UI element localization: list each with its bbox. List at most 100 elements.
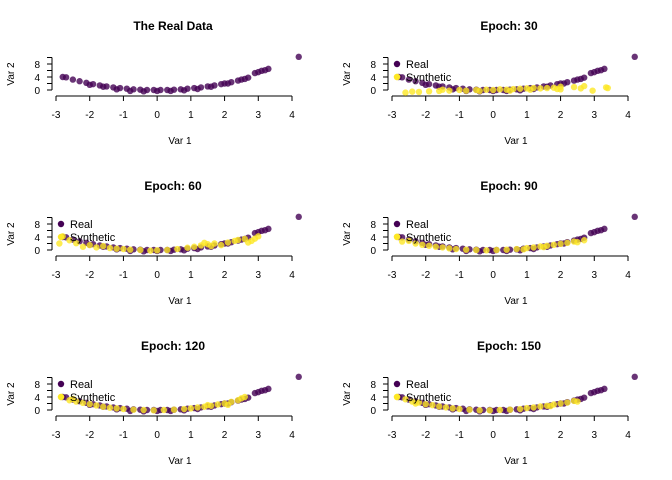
y-axis-label: Var 2 bbox=[6, 62, 17, 86]
synthetic-point bbox=[402, 89, 409, 96]
synthetic-point bbox=[462, 87, 470, 94]
panel: Epoch: 150 -3 -2 -1 0 1 2 3 4 Var 1 0 4 8 Var 2 RealSy… bbox=[342, 339, 638, 467]
panel-title: Epoch: 60 bbox=[144, 179, 202, 193]
synthetic-point bbox=[106, 404, 114, 411]
x-tick-label: -3 bbox=[52, 270, 61, 281]
real-point bbox=[580, 74, 588, 81]
real-point bbox=[601, 225, 608, 233]
legend-marker-real bbox=[393, 220, 401, 228]
y-tick-label: 0 bbox=[370, 246, 376, 257]
real-point bbox=[631, 53, 638, 61]
synthetic-point bbox=[547, 402, 554, 410]
synthetic-point bbox=[224, 239, 232, 246]
synthetic-point bbox=[570, 83, 578, 91]
synthetic-point bbox=[100, 403, 107, 410]
real-point bbox=[265, 65, 272, 73]
synthetic-point bbox=[516, 85, 524, 92]
synthetic-point bbox=[150, 407, 157, 414]
panel-title: Epoch: 150 bbox=[477, 339, 541, 353]
real-point bbox=[86, 81, 93, 89]
legend-label-real: Real bbox=[406, 379, 429, 391]
synthetic-point bbox=[130, 406, 137, 413]
legend-marker-synthetic bbox=[57, 233, 65, 241]
x-tick-label: -2 bbox=[85, 270, 94, 281]
x-tick-label: -3 bbox=[52, 430, 61, 441]
synthetic-point bbox=[409, 88, 416, 95]
synthetic-point bbox=[506, 87, 514, 94]
x-tick-label: -2 bbox=[421, 430, 430, 441]
y-tick-label: 8 bbox=[370, 380, 376, 391]
panel-title: Epoch: 120 bbox=[141, 339, 205, 353]
real-point bbox=[412, 78, 419, 85]
x-tick-label: 4 bbox=[625, 270, 631, 281]
synthetic-point bbox=[557, 400, 564, 407]
real-point bbox=[76, 78, 83, 85]
synthetic-point bbox=[100, 242, 107, 250]
real-point bbox=[62, 74, 70, 81]
x-tick-label: -2 bbox=[421, 110, 430, 121]
x-axis-label: Var 1 bbox=[168, 296, 192, 307]
x-tick-label: 3 bbox=[592, 270, 598, 281]
synthetic-point bbox=[604, 84, 611, 92]
synthetic-point bbox=[126, 246, 134, 253]
x-tick-label: 1 bbox=[188, 110, 194, 121]
synthetic-point bbox=[113, 245, 120, 252]
synthetic-point bbox=[564, 239, 571, 247]
legend-label-real: Real bbox=[406, 59, 429, 71]
synthetic-point bbox=[530, 244, 537, 251]
synthetic-point bbox=[476, 407, 483, 414]
legend-marker-synthetic bbox=[393, 233, 401, 241]
y-tick-label: 8 bbox=[370, 60, 376, 71]
synthetic-point bbox=[446, 87, 453, 94]
synthetic-point bbox=[543, 84, 551, 92]
legend-label-synthetic: Synthetic bbox=[406, 72, 452, 84]
synthetic-point bbox=[194, 404, 201, 411]
real-point bbox=[113, 86, 120, 93]
synthetic-point bbox=[530, 404, 537, 411]
legend-marker-real bbox=[57, 380, 65, 388]
legend-label-real: Real bbox=[406, 219, 429, 231]
real-point bbox=[295, 53, 302, 61]
x-tick-label: -2 bbox=[421, 270, 430, 281]
synthetic-point bbox=[204, 401, 211, 409]
synthetic-point bbox=[483, 86, 490, 93]
synthetic-point bbox=[503, 246, 510, 253]
synthetic-point bbox=[398, 238, 406, 245]
panel: Epoch: 90 -3 -2 -1 0 1 2 3 4 Var 1 0 4 8 Var 2 RealSyn… bbox=[342, 179, 638, 307]
synthetic-point bbox=[540, 243, 547, 251]
legend-marker-real bbox=[57, 220, 65, 228]
panel: Epoch: 120 -3 -2 -1 0 1 2 3 4 Var 1 0 4 8 Var 2 RealSy… bbox=[6, 339, 302, 467]
x-axis-label: Var 1 bbox=[168, 456, 192, 467]
synthetic-point bbox=[120, 245, 127, 253]
real-point bbox=[265, 385, 272, 393]
synthetic-point bbox=[184, 244, 191, 251]
y-tick-label: 4 bbox=[370, 393, 376, 404]
synthetic-point bbox=[86, 400, 93, 408]
synthetic-point bbox=[106, 244, 114, 252]
synthetic-point bbox=[537, 85, 544, 92]
synthetic-point bbox=[554, 85, 561, 93]
synthetic-point bbox=[574, 398, 581, 405]
synthetic-point bbox=[402, 396, 409, 403]
synthetic-point bbox=[516, 405, 524, 413]
x-tick-label: 2 bbox=[558, 110, 564, 121]
synthetic-point bbox=[550, 241, 558, 248]
synthetic-point bbox=[147, 247, 154, 254]
synthetic-point bbox=[255, 233, 262, 240]
y-tick-label: 0 bbox=[370, 406, 376, 417]
synthetic-point bbox=[415, 88, 423, 96]
synthetic-point bbox=[589, 87, 596, 94]
real-point bbox=[405, 76, 413, 83]
x-tick-label: 3 bbox=[256, 110, 262, 121]
synthetic-point bbox=[120, 405, 127, 413]
x-tick-label: -3 bbox=[388, 110, 397, 121]
synthetic-point bbox=[160, 406, 168, 414]
x-tick-label: 3 bbox=[592, 430, 598, 441]
synthetic-point bbox=[506, 406, 514, 413]
y-tick-label: 0 bbox=[34, 86, 40, 97]
